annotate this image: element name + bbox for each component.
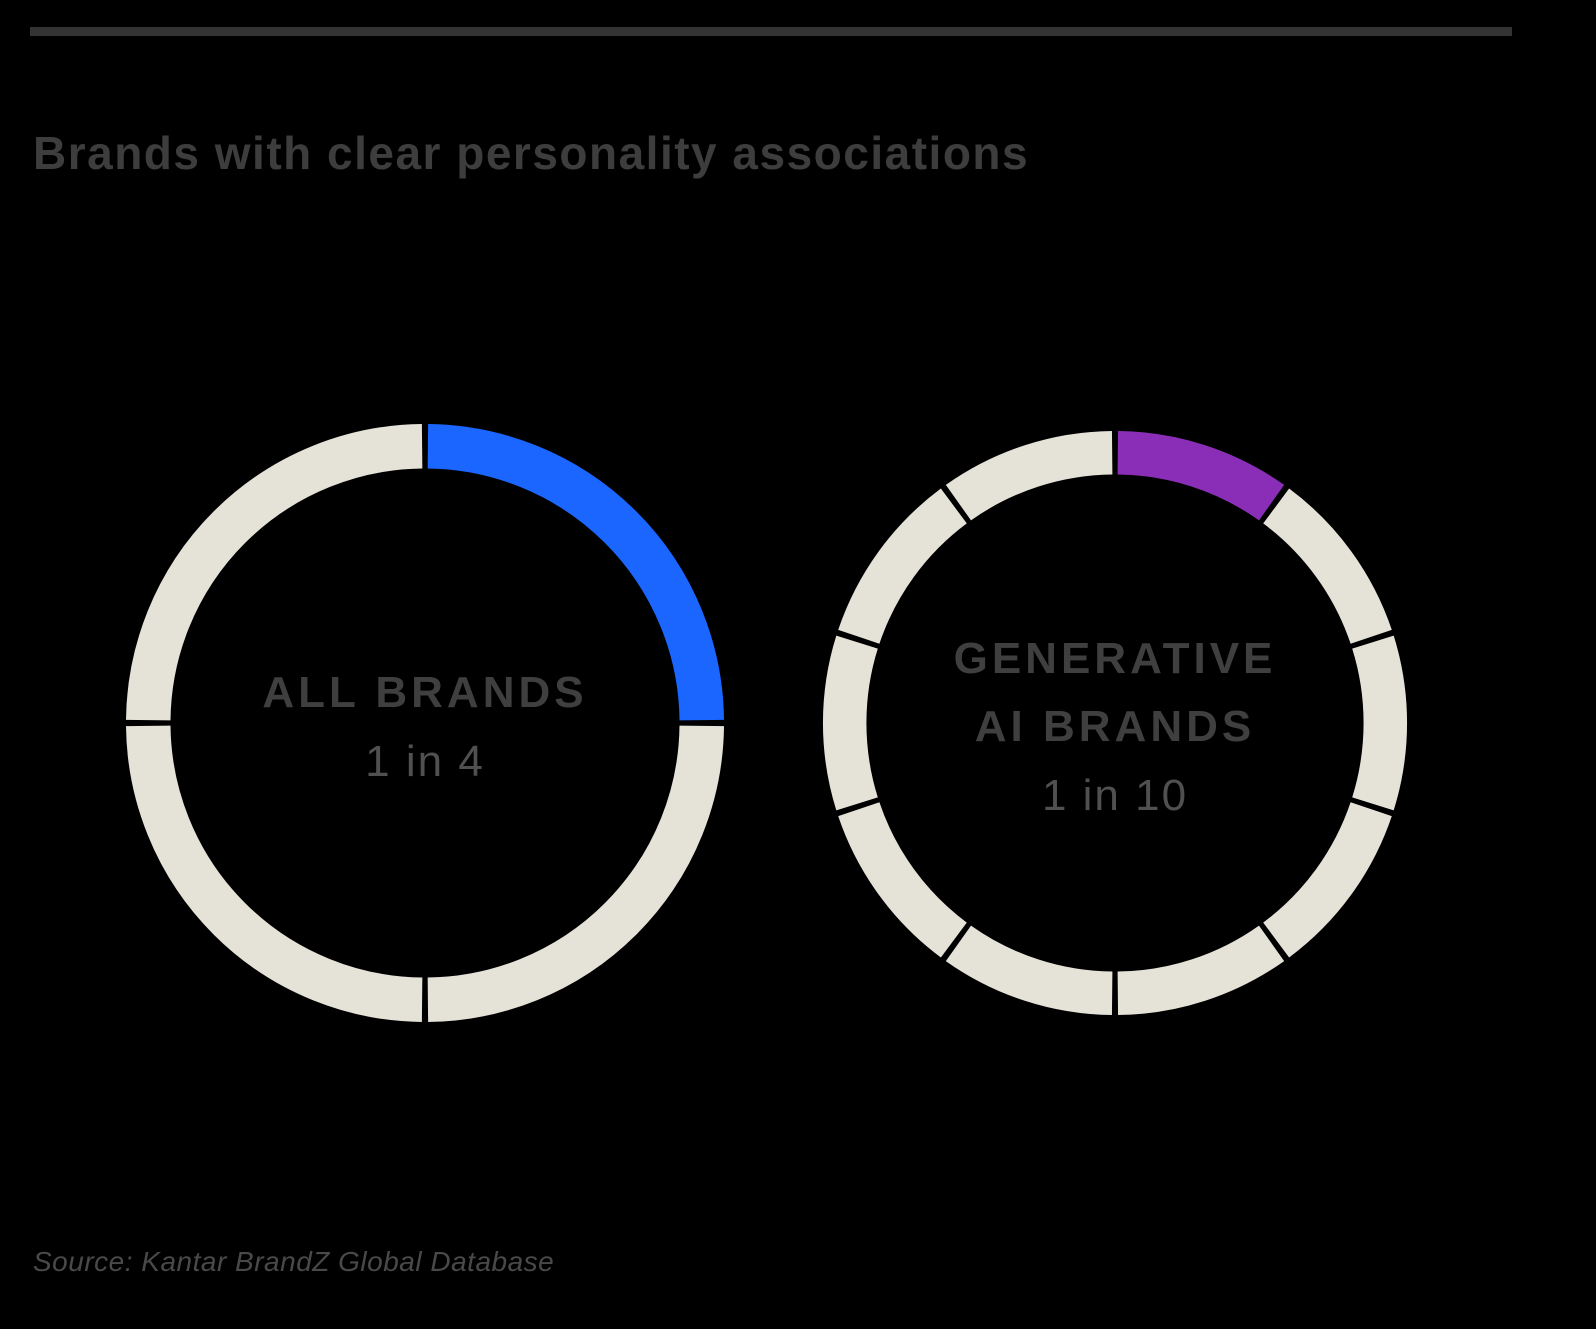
donut-chart-generative-ai-brands: GENERATIVE AI BRANDS 1 in 10	[822, 430, 1408, 1016]
donut-ring-generative-ai-brands	[822, 430, 1408, 1016]
source-note: Source: Kantar BrandZ Global Database	[33, 1246, 555, 1277]
page-title: Brands with clear personality associatio…	[33, 127, 1030, 179]
top-rule	[30, 27, 1512, 36]
donut-ring-all-brands	[125, 423, 725, 1023]
donut-chart-all-brands: ALL BRANDS 1 in 4	[125, 423, 725, 1023]
